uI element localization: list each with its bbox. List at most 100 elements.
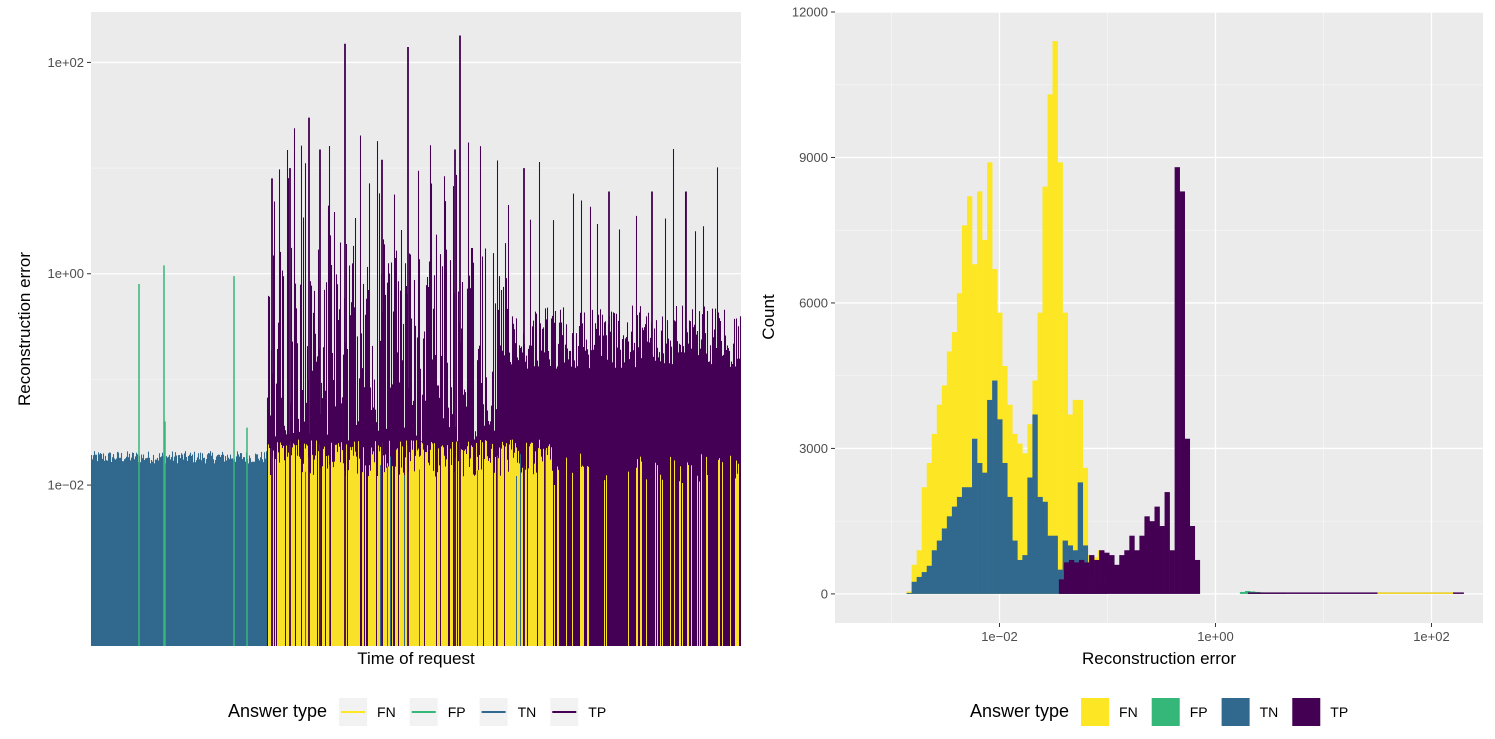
left-legend: Answer type FN FP TN TP — [228, 698, 606, 726]
histogram-bar-tn — [1032, 414, 1037, 593]
legend-title: Answer type — [970, 701, 1069, 721]
histogram-bar-tp — [1180, 191, 1185, 593]
histogram-bar-tp — [1099, 550, 1104, 594]
histogram-bar-tn — [917, 577, 922, 594]
legend-label-fn: FN — [377, 704, 396, 720]
histogram-bar-tn — [1053, 536, 1058, 594]
histogram-bar-tn — [1022, 555, 1027, 594]
histogram-bar-tn — [1017, 560, 1022, 594]
histogram-bar-tn — [957, 497, 962, 594]
histogram-bar-tp — [1059, 579, 1064, 594]
legend-key-tn — [1222, 698, 1250, 726]
right-y-tick-label: 0 — [821, 586, 828, 601]
histogram-bar-tp — [1119, 555, 1124, 594]
left-y-tick-label: 1e+00 — [47, 266, 84, 281]
histogram-bar-tn — [922, 572, 927, 594]
legend-label-tp: TP — [588, 704, 606, 720]
histogram-bar-tn — [987, 400, 992, 594]
right-x-axis-title: Reconstruction error — [1082, 649, 1236, 668]
right-y-ticks: 0 3000 6000 9000 12000 — [792, 5, 835, 602]
histogram-bar-tn — [907, 593, 912, 594]
histogram-bar-tn — [977, 463, 982, 594]
histogram-bar-tn — [1002, 463, 1007, 594]
histogram-bar-tp — [1089, 555, 1094, 594]
histogram-bar-tn — [947, 516, 952, 594]
left-x-axis-title: Time of request — [357, 649, 475, 668]
histogram-bar-tp — [1094, 560, 1099, 594]
histogram-bar-tp — [1074, 562, 1079, 594]
histogram-bar-tp — [1104, 553, 1109, 594]
right-y-tick-label: 3000 — [799, 441, 828, 456]
legend-label-tn: TN — [1260, 704, 1279, 720]
histogram-bar-tp — [1064, 562, 1069, 594]
histogram-bar-tp — [1144, 516, 1149, 594]
histogram-bar-tn — [992, 381, 997, 594]
histogram-bar-tp — [1160, 526, 1165, 594]
histogram-bar-tp — [1165, 492, 1170, 594]
histogram-bar-tn — [1048, 536, 1053, 594]
histogram-bar-tn — [927, 566, 932, 594]
histogram-bar-tn — [1037, 497, 1042, 594]
histogram-bar-tn — [932, 550, 937, 594]
right-y-axis-title: Count — [759, 294, 778, 340]
right-legend: Answer type FN FP TN TP — [970, 698, 1348, 726]
legend-title: Answer type — [228, 701, 327, 721]
histogram-bar-tp — [1154, 507, 1159, 594]
histogram-bar-tn — [997, 419, 1002, 594]
legend-label-tp: TP — [1330, 704, 1348, 720]
left-y-tick-label: 1e−02 — [47, 478, 84, 493]
histogram-bar-tp — [1139, 536, 1144, 594]
histogram-tail-fn — [1377, 592, 1453, 594]
histogram-bar-tp — [1175, 167, 1180, 594]
right-y-tick-label: 12000 — [792, 5, 828, 20]
histogram-bar-tn — [942, 528, 947, 593]
left-y-tick-label: 1e+02 — [47, 55, 84, 70]
right-y-tick-label: 6000 — [799, 295, 828, 310]
histogram-bar-tn — [1012, 541, 1017, 594]
histogram-bar-tp — [1129, 536, 1134, 594]
histogram-bar-fn — [1058, 162, 1063, 594]
histogram-bar-tn — [1042, 502, 1047, 594]
histogram-bar-tn — [972, 439, 977, 594]
histogram-bar-tn — [962, 487, 967, 594]
right-chart: 0 3000 6000 9000 12000 1e−02 1e+00 1e+02 Recon… — [759, 5, 1483, 727]
histogram-bar-tn — [912, 582, 917, 594]
histogram-bar-tp — [1114, 565, 1119, 594]
histogram-bar-tn — [1007, 497, 1012, 594]
right-x-ticks: 1e−02 1e+00 1e+02 — [981, 623, 1450, 644]
histogram-bar-fp — [1240, 592, 1245, 594]
legend-key-tp — [1292, 698, 1320, 726]
histogram-bar-tp — [1134, 550, 1139, 594]
right-x-tick-label: 1e+00 — [1197, 629, 1234, 644]
legend-label-fp: FP — [1190, 704, 1208, 720]
histogram-bar-tn — [982, 473, 987, 594]
histogram-bar-tp — [1195, 560, 1200, 594]
legend-key-fp — [1152, 698, 1180, 726]
histogram-bar-fn — [1048, 94, 1053, 593]
right-x-tick-label: 1e+02 — [1413, 629, 1450, 644]
histogram-bar-tp — [1079, 560, 1084, 594]
histogram-bar-tp — [1124, 550, 1129, 594]
histogram-bar-tn — [1027, 478, 1032, 594]
histogram-bar-tp — [1109, 555, 1114, 594]
left-chart: 1e−02 1e+00 1e+02 Time of request Reconstr… — [15, 12, 741, 726]
histogram-bar-tp — [1069, 560, 1074, 594]
histogram-bar-tn — [952, 507, 957, 594]
histogram-bar-fn — [1053, 41, 1058, 594]
legend-key-fn — [1081, 698, 1109, 726]
histogram-bar-tp — [1185, 439, 1190, 594]
legend-label-fn: FN — [1119, 704, 1138, 720]
right-y-tick-label: 9000 — [799, 150, 828, 165]
histogram-bar-tp — [1084, 562, 1089, 594]
histogram-bar-tn — [937, 541, 942, 594]
histogram-bar-tp — [1149, 521, 1154, 594]
histogram-bar-tp — [1170, 550, 1175, 594]
legend-label-fp: FP — [448, 704, 466, 720]
legend-label-tn: TN — [518, 704, 537, 720]
left-y-ticks: 1e−02 1e+00 1e+02 — [47, 55, 91, 493]
histogram-bar-tp — [1190, 526, 1195, 594]
right-x-tick-label: 1e−02 — [981, 629, 1018, 644]
histogram-bar-tn — [967, 487, 972, 594]
left-y-axis-title: Reconstruction error — [15, 252, 34, 406]
